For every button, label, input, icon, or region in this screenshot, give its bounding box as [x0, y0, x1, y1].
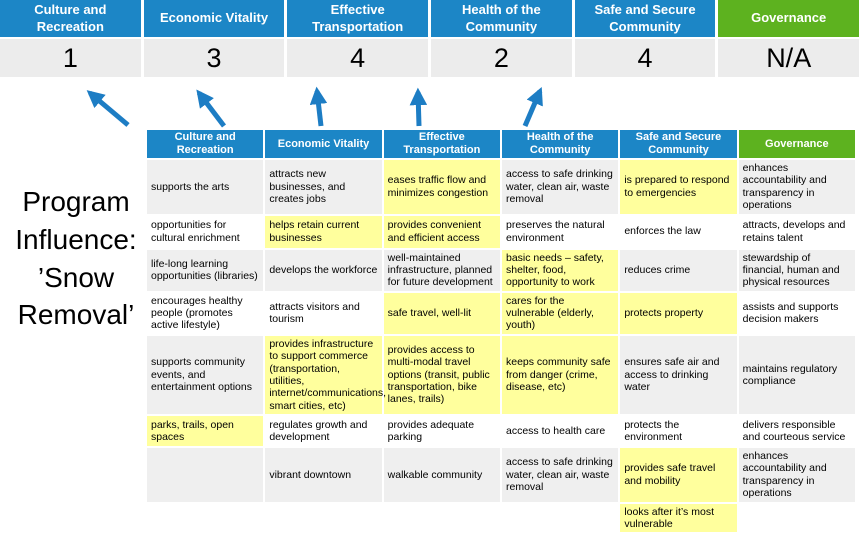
- matrix-cell: [501, 503, 619, 533]
- matrix-cell: [738, 503, 855, 533]
- influence-arrow: [409, 87, 428, 127]
- priority-score-row: 1 3 4 2 4 N/A: [0, 39, 859, 77]
- matrix-cell: provides access to multi-modal travel op…: [383, 335, 500, 414]
- matrix-cell: provides adequate parking: [383, 416, 500, 446]
- matrix-cell: preserves the natural environment: [501, 215, 619, 248]
- matrix-cell: delivers responsible and courteous servi…: [738, 416, 855, 446]
- priority-score-safe-secure: 4: [574, 39, 716, 77]
- matrix-cell: access to health care: [501, 416, 619, 446]
- matrix-cell: assists and supports decision makers: [738, 292, 855, 334]
- matrix-cell: attracts visitors and tourism: [265, 292, 382, 334]
- matrix-cell: cares for the vulnerable (elderly, youth…: [501, 292, 619, 334]
- matrix-cell: encourages healthy people (promotes acti…: [147, 292, 264, 334]
- matrix-cell: protects the environment: [620, 416, 737, 446]
- matrix-cell: supports the arts: [147, 160, 264, 214]
- matrix-cell: [147, 503, 264, 533]
- matrix-cell: vibrant downtown: [265, 448, 382, 502]
- priority-header-safe-secure: Safe and Secure Community: [574, 0, 716, 37]
- matrix-cell: enhances accountability and transparency…: [738, 160, 855, 214]
- matrix-header-effective-transportation: Effective Transportation: [383, 130, 500, 158]
- influence-arrow: [309, 86, 328, 127]
- priority-header-culture-recreation: Culture and Recreation: [0, 0, 141, 37]
- matrix-cell: maintains regulatory compliance: [738, 335, 855, 414]
- influence-arrows: [86, 86, 543, 128]
- program-title: Program Influence: ’Snow Removal’: [0, 183, 152, 334]
- matrix-cell: well-maintained infrastructure, planned …: [383, 249, 500, 291]
- influence-arrow: [86, 90, 130, 127]
- matrix-cell: attracts, develops and retains talent: [738, 215, 855, 248]
- priority-summary: Culture and Recreation Economic Vitality…: [0, 0, 859, 77]
- program-title-line1: Program Influence:: [15, 186, 137, 255]
- matrix-cell: develops the workforce: [265, 249, 382, 291]
- matrix-cell: [265, 503, 382, 533]
- matrix-cell: ensures safe air and access to drinking …: [620, 335, 737, 414]
- matrix-cell: opportunities for cultural enrichment: [147, 215, 264, 248]
- priority-score-economic-vitality: 3: [143, 39, 285, 77]
- program-title-line2: ’Snow Removal’: [17, 261, 135, 331]
- priority-header-health-community: Health of the Community: [431, 0, 572, 37]
- matrix-row: parks, trails, open spaces regulates gro…: [147, 416, 855, 446]
- matrix-row: supports the arts attracts new businesse…: [147, 160, 855, 214]
- priority-header-economic-vitality: Economic Vitality: [143, 0, 285, 37]
- matrix-header-economic-vitality: Economic Vitality: [265, 130, 382, 158]
- matrix-header-row: Culture and Recreation Economic Vitality…: [147, 130, 855, 158]
- matrix-cell: parks, trails, open spaces: [147, 416, 264, 446]
- priority-header-governance: Governance: [718, 0, 859, 37]
- matrix-cell: provides convenient and efficient access: [383, 215, 500, 248]
- matrix-cell: eases traffic flow and minimizes congest…: [383, 160, 500, 214]
- priority-score-culture-recreation: 1: [0, 39, 141, 77]
- matrix-cell: reduces crime: [620, 249, 737, 291]
- influence-matrix: Culture and Recreation Economic Vitality…: [145, 128, 857, 534]
- matrix-row: opportunities for cultural enrichment he…: [147, 215, 855, 248]
- matrix-cell: safe travel, well-lit: [383, 292, 500, 334]
- matrix-cell: walkable community: [383, 448, 500, 502]
- matrix-cell: helps retain current businesses: [265, 215, 382, 248]
- matrix-cell: provides safe travel and mobility: [620, 448, 737, 502]
- priority-header-effective-transportation: Effective Transportation: [287, 0, 429, 37]
- matrix-cell: basic needs – safety, shelter, food, opp…: [501, 249, 619, 291]
- influence-arrow: [196, 89, 226, 128]
- matrix-cell: [147, 448, 264, 502]
- influence-arrow: [522, 86, 543, 127]
- matrix-row: supports community events, and entertain…: [147, 335, 855, 414]
- priority-score-health-community: 2: [431, 39, 572, 77]
- matrix-row: encourages healthy people (promotes acti…: [147, 292, 855, 334]
- matrix-cell: access to safe drinking water, clean air…: [501, 160, 619, 214]
- matrix-cell: protects property: [620, 292, 737, 334]
- matrix-cell: [383, 503, 500, 533]
- matrix-row: vibrant downtown walkable community acce…: [147, 448, 855, 502]
- matrix-cell: attracts new businesses, and creates job…: [265, 160, 382, 214]
- matrix-row: looks after it’s most vulnerable: [147, 503, 855, 533]
- matrix-row: life-long learning opportunities (librar…: [147, 249, 855, 291]
- matrix-header-health-community: Health of the Community: [501, 130, 619, 158]
- matrix-cell: enhances accountability and transparency…: [738, 448, 855, 502]
- matrix-cell: looks after it’s most vulnerable: [620, 503, 737, 533]
- matrix-cell: access to safe drinking water, clean air…: [501, 448, 619, 502]
- priority-score-effective-transportation: 4: [287, 39, 429, 77]
- matrix-cell: keeps community safe from danger (crime,…: [501, 335, 619, 414]
- matrix-header-governance: Governance: [738, 130, 855, 158]
- matrix-cell: provides infrastructure to support comme…: [265, 335, 386, 414]
- priority-header-row: Culture and Recreation Economic Vitality…: [0, 0, 859, 37]
- matrix-cell: regulates growth and development: [265, 416, 382, 446]
- matrix-cell: is prepared to respond to emergencies: [620, 160, 737, 214]
- priority-score-governance: N/A: [718, 39, 859, 77]
- matrix-header-safe-secure: Safe and Secure Community: [620, 130, 737, 158]
- matrix-header-culture-recreation: Culture and Recreation: [147, 130, 264, 158]
- matrix-cell: supports community events, and entertain…: [147, 335, 264, 414]
- matrix-cell: life-long learning opportunities (librar…: [147, 249, 264, 291]
- matrix-cell: stewardship of financial, human and phys…: [738, 249, 855, 291]
- matrix-cell: enforces the law: [620, 215, 737, 248]
